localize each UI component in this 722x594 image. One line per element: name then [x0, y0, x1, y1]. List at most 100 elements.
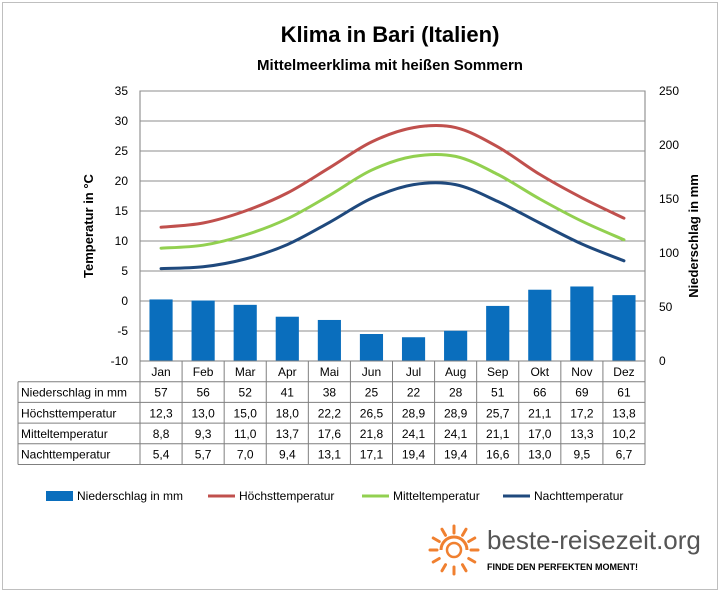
table-cell: 22,2 [318, 406, 342, 420]
sun-arc [439, 535, 469, 551]
table-cell: 38 [323, 386, 337, 400]
legend-label: Höchsttemperatur [239, 489, 334, 503]
table-cell: 17,2 [570, 406, 594, 420]
table-cell: 28,9 [444, 406, 468, 420]
table-row-label: Nachttemperatur [21, 448, 110, 462]
x-category-label: Sep [487, 365, 509, 379]
mean-temperature-line [159, 152, 626, 250]
table-cell: 13,1 [318, 448, 342, 462]
table-cell: 26,5 [360, 406, 384, 420]
table-cell: 11,0 [234, 427, 257, 441]
y-left-tick-label: 20 [115, 174, 129, 188]
table-cell: 13,0 [528, 448, 552, 462]
table-cell: 24,1 [444, 427, 468, 441]
x-category-label: Nov [571, 365, 592, 379]
legend-label: Nachttemperatur [534, 489, 623, 503]
y-left-tick-label: -5 [117, 324, 128, 338]
x-category-label: Jul [406, 365, 421, 379]
table-cell: 61 [617, 386, 631, 400]
table-cell: 25,7 [486, 406, 510, 420]
table-cell: 66 [533, 386, 547, 400]
table-row-label: Höchsttemperatur [21, 406, 116, 420]
table-cell: 52 [239, 386, 253, 400]
precipitation-bar [275, 316, 299, 361]
x-category-label: Aug [445, 365, 466, 379]
table-cell: 24,1 [402, 427, 426, 441]
table-cell: 21,1 [528, 406, 552, 420]
y-left-tick-label: -10 [111, 354, 129, 368]
table-cell: 9,4 [279, 448, 296, 462]
table-cell: 13,7 [276, 427, 300, 441]
precipitation-bar [528, 289, 552, 361]
table-cell: 13,0 [191, 406, 215, 420]
high-temperature-line [159, 124, 626, 229]
table-cell: 8,8 [153, 427, 170, 441]
y-left-axis-label: Temperatur in °C [81, 173, 96, 278]
x-category-label: Okt [530, 365, 549, 379]
legend-label: Niederschlag in mm [77, 489, 183, 503]
table-cell: 5,7 [195, 448, 212, 462]
table-row-label: Mitteltemperatur [21, 427, 108, 441]
y-left-tick-label: 10 [115, 234, 129, 248]
table-cell: 19,4 [444, 448, 468, 462]
precipitation-bar [149, 299, 173, 361]
precipitation-bar [486, 305, 510, 361]
precipitation-bar [233, 304, 257, 361]
precipitation-bar [570, 286, 594, 361]
table-cell: 19,4 [402, 448, 426, 462]
table-cell: 16,6 [486, 448, 510, 462]
table-cell: 51 [491, 386, 505, 400]
table-cell: 17,0 [528, 427, 552, 441]
table-cell: 17,6 [318, 427, 342, 441]
precipitation-bar [191, 300, 215, 361]
brand-name: beste-reisezeit.org [487, 525, 701, 555]
sun-ray [461, 527, 468, 537]
table-cell: 17,1 [360, 448, 384, 462]
legend-label: Mitteltemperatur [393, 489, 480, 503]
precipitation-bar [359, 334, 384, 361]
table-cell: 13,3 [570, 427, 594, 441]
table-cell: 18,0 [276, 406, 300, 420]
x-category-label: Feb [193, 365, 214, 379]
table-cell: 41 [281, 386, 295, 400]
table-cell: 57 [154, 386, 168, 400]
table-cell: 21,1 [486, 427, 510, 441]
table-cell: 13,8 [612, 406, 636, 420]
y-left-tick-label: 35 [115, 84, 129, 98]
x-category-label: Jan [151, 365, 170, 379]
table-cell: 28 [449, 386, 463, 400]
y-left-tick-label: 0 [121, 294, 128, 308]
brand-slogan: FINDE DEN PERFEKTEN MOMENT! [487, 562, 638, 572]
y-left-tick-label: 15 [115, 204, 129, 218]
y-right-axis-label: Niederschlag in mm [686, 174, 701, 298]
y-left-tick-label: 5 [121, 264, 128, 278]
x-category-label: Mai [320, 365, 339, 379]
x-category-label: Apr [278, 365, 297, 379]
plot-area [139, 90, 646, 362]
table-cell: 25 [365, 386, 379, 400]
table-cell: 6,7 [616, 448, 633, 462]
y-right-tick-label: 100 [659, 246, 679, 260]
table-cell: 21,8 [360, 427, 384, 441]
sun-ray [467, 536, 477, 543]
y-right-tick-label: 250 [659, 84, 679, 98]
x-category-label: Mar [235, 365, 256, 379]
table-row-label: Niederschlag in mm [21, 386, 127, 400]
y-right-tick-label: 150 [659, 192, 679, 206]
precipitation-bar [317, 319, 341, 361]
sun-ray [467, 557, 477, 564]
table-cell: 56 [196, 386, 210, 400]
precipitation-bar [401, 337, 426, 361]
x-category-label: Jun [362, 365, 381, 379]
x-category-label: Dez [613, 365, 634, 379]
table-cell: 22 [407, 386, 421, 400]
y-left-tick-label: 30 [115, 114, 129, 128]
sun-core [445, 541, 463, 559]
night-temperature-line [159, 181, 626, 271]
table-cell: 15,0 [234, 406, 258, 420]
table-cell: 10,2 [612, 427, 636, 441]
chart-title: Klima in Bari (Italien) [281, 22, 500, 47]
sun-ray [440, 527, 447, 537]
sun-icon [428, 524, 480, 576]
